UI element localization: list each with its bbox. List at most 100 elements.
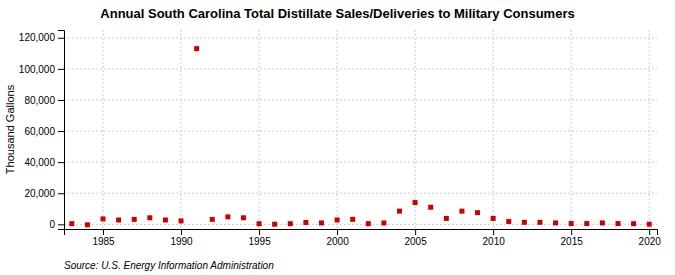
grid-line-y (64, 224, 657, 225)
point (303, 220, 308, 225)
y-tick-mark (58, 224, 64, 225)
x-tick: 1995 (248, 229, 271, 247)
x-tick-label: 2000 (326, 236, 349, 247)
x-tick-label: 2010 (483, 236, 506, 247)
point (147, 215, 152, 220)
x-tick-mark (181, 229, 182, 235)
y-axis: 0 20,000 40,000 60,000 80,000 100,000 120,000 (19, 31, 65, 231)
x-tick: 1985 (92, 229, 115, 247)
grid-line-x (571, 30, 572, 229)
point (241, 215, 246, 220)
point (225, 214, 230, 219)
grid-line-x (493, 30, 494, 229)
point (615, 221, 620, 226)
x-tick-mark (259, 229, 260, 235)
x-tick-label: 1985 (92, 236, 115, 247)
y-tick-label: 80,000 (24, 95, 55, 106)
x-tick-mark (103, 229, 104, 235)
y-tick-label: 120,000 (19, 32, 56, 43)
x-tick-label: 2020 (639, 236, 662, 247)
x-tick-label: 1995 (248, 236, 271, 247)
x-tick-mark (337, 229, 338, 235)
y-tick: 20,000 (24, 188, 64, 199)
grid-line-y (64, 162, 657, 163)
point (210, 217, 215, 222)
point (647, 222, 652, 227)
x-tick-mark (493, 229, 494, 235)
x-tick: 2000 (326, 229, 349, 247)
grid-line-y (64, 99, 657, 100)
y-tick-mark (58, 162, 64, 163)
x-tick-mark (415, 229, 416, 235)
x-tick-label: 1990 (170, 236, 193, 247)
x-axis-line (65, 230, 658, 236)
x-tick-label: 2005 (404, 236, 427, 247)
grid-line-x (259, 30, 260, 229)
point (475, 210, 480, 215)
point (257, 221, 262, 226)
y-tick: 0 (49, 219, 64, 230)
point (444, 216, 449, 221)
y-tick-mark (58, 193, 64, 194)
point (132, 217, 137, 222)
y-tick: 120,000 (19, 32, 64, 43)
y-axis-line (58, 31, 65, 230)
point (428, 205, 433, 210)
grid (64, 30, 657, 229)
point (288, 221, 293, 226)
point (537, 220, 542, 225)
point (272, 222, 277, 227)
y-tick-label: 100,000 (19, 64, 56, 75)
x-tick-label: 2015 (561, 236, 584, 247)
point (413, 200, 418, 205)
point (459, 209, 464, 214)
x-tick: 2015 (561, 229, 584, 247)
y-tick: 60,000 (24, 126, 64, 137)
grid-line-x (337, 30, 338, 229)
point (85, 222, 90, 227)
point (631, 221, 636, 226)
y-tick-mark (58, 131, 64, 132)
y-tick-label: 40,000 (24, 157, 55, 168)
point (319, 220, 324, 225)
y-tick-mark (58, 69, 64, 70)
point (366, 221, 371, 226)
point (335, 217, 340, 222)
x-tick-mark (571, 229, 572, 235)
point (584, 221, 589, 226)
plot-area: 1985 1990 1995 2000 2005 2010 2015 2020 0 20,000 4… (19, 30, 661, 247)
marks (69, 46, 651, 227)
x-tick-mark (649, 229, 650, 235)
grid-line-y (64, 193, 657, 194)
x-tick: 2005 (404, 229, 427, 247)
y-tick-label: 20,000 (24, 188, 55, 199)
point (194, 46, 199, 51)
grid-line-x (415, 30, 416, 229)
point (506, 219, 511, 224)
point (569, 221, 574, 226)
point (397, 209, 402, 214)
point (522, 220, 527, 225)
point (381, 220, 386, 225)
x-tick: 1990 (170, 229, 193, 247)
x-tick: 2010 (483, 229, 506, 247)
chart: 1985 1990 1995 2000 2005 2010 2015 2020 0 20,000 4… (0, 0, 675, 275)
y-axis-title: Thousand Gallons (4, 84, 16, 174)
source: Source: U.S. Energy Information Administ… (64, 260, 274, 271)
y-tick-mark (58, 100, 64, 101)
point (163, 217, 168, 222)
y-tick-mark (58, 38, 64, 39)
x-tick: 2020 (639, 229, 662, 247)
title: Annual South Carolina Total Distillate S… (100, 6, 574, 21)
grid-line-y (64, 37, 657, 38)
point (179, 218, 184, 223)
grid-line-y (64, 68, 657, 69)
point (491, 216, 496, 221)
x-axis: 1985 1990 1995 2000 2005 2010 2015 2020 (65, 229, 662, 247)
grid-line-x (181, 30, 182, 229)
y-tick-label: 60,000 (24, 126, 55, 137)
y-tick-label: 0 (49, 219, 55, 230)
point (600, 220, 605, 225)
grid-line-y (64, 131, 657, 132)
y-tick: 40,000 (24, 157, 64, 168)
